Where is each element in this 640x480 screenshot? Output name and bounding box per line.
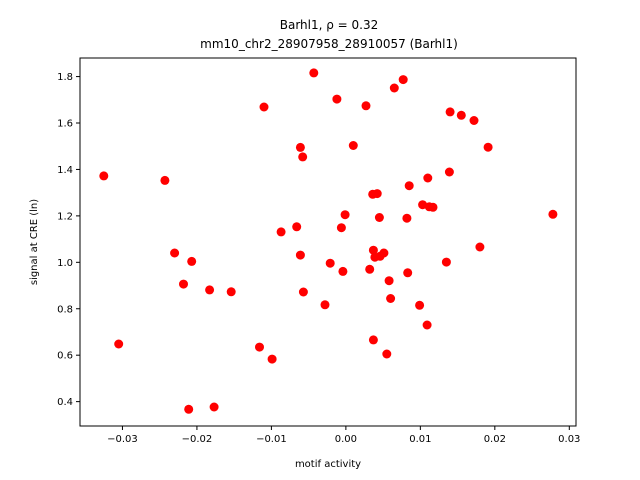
data-point-25 xyxy=(340,210,350,220)
data-point-9 xyxy=(226,287,236,297)
data-point-30 xyxy=(368,245,378,255)
data-point-14 xyxy=(292,222,302,232)
x-tick-label: 0.02 xyxy=(484,434,506,445)
points-layer xyxy=(99,68,558,414)
y-tick-label: 1.6 xyxy=(57,119,73,130)
y-axis-title: signal at CRE (ln) xyxy=(29,199,40,285)
chart-title-line1: Barhl1, ρ = 0.32 xyxy=(280,18,379,32)
data-point-40 xyxy=(389,83,399,93)
data-point-27 xyxy=(361,101,371,111)
data-point-26 xyxy=(348,141,358,150)
data-point-31 xyxy=(368,335,378,345)
data-point-18 xyxy=(298,287,308,297)
data-point-12 xyxy=(267,354,277,364)
y-tick-label: 1.2 xyxy=(57,211,73,222)
x-axis-title: motif activity xyxy=(295,459,361,470)
data-point-20 xyxy=(320,300,330,310)
data-point-48 xyxy=(423,173,433,183)
data-point-1 xyxy=(114,339,124,349)
data-point-24 xyxy=(338,266,348,276)
data-point-44 xyxy=(404,181,414,191)
x-tick-label: −0.01 xyxy=(256,434,287,445)
plot-frame xyxy=(79,57,577,427)
data-point-47 xyxy=(422,320,432,330)
data-point-2 xyxy=(160,175,170,185)
data-point-57 xyxy=(483,142,493,152)
x-tick-label: −0.03 xyxy=(107,434,138,445)
y-tick-label: 0.8 xyxy=(57,304,73,315)
data-point-34 xyxy=(374,213,384,222)
data-point-13 xyxy=(276,227,286,237)
data-point-15 xyxy=(295,142,305,152)
chart-title-line2: mm10_chr2_28907958_28910057 (Barhl1) xyxy=(200,37,458,51)
y-tick-label: 0.4 xyxy=(57,397,73,408)
data-point-50 xyxy=(428,202,438,212)
data-point-3 xyxy=(170,248,180,258)
data-point-17 xyxy=(298,152,308,162)
data-point-36 xyxy=(379,248,389,258)
y-tick-label: 1.4 xyxy=(57,165,73,176)
data-point-39 xyxy=(386,294,396,303)
data-point-55 xyxy=(469,116,479,125)
y-axis-ticks: 0.4 0.6 0.8 1.0 1.2 1.4 1.6 1.8 xyxy=(57,72,80,408)
data-point-5 xyxy=(184,404,194,414)
data-point-21 xyxy=(325,258,335,268)
data-point-10 xyxy=(255,342,264,352)
data-point-22 xyxy=(332,94,342,104)
data-point-41 xyxy=(398,75,408,85)
data-point-6 xyxy=(187,256,197,266)
data-point-33 xyxy=(372,189,382,199)
x-tick-label: 0.00 xyxy=(335,434,357,445)
x-tick-label: −0.02 xyxy=(182,434,213,445)
data-point-38 xyxy=(384,276,394,286)
data-point-52 xyxy=(444,167,454,177)
data-point-42 xyxy=(402,213,412,223)
data-point-58 xyxy=(548,209,558,219)
data-point-45 xyxy=(415,300,425,310)
data-point-54 xyxy=(456,110,466,120)
data-point-11 xyxy=(259,102,269,112)
data-point-23 xyxy=(336,223,346,233)
data-point-51 xyxy=(441,257,451,267)
data-point-53 xyxy=(445,107,455,117)
y-tick-label: 0.6 xyxy=(57,351,73,362)
data-point-28 xyxy=(365,264,375,274)
x-tick-label: 0.01 xyxy=(409,434,431,445)
y-tick-label: 1.8 xyxy=(57,72,73,83)
data-point-8 xyxy=(209,402,219,412)
data-point-4 xyxy=(179,279,188,289)
x-tick-label: 0.03 xyxy=(558,434,580,445)
data-point-19 xyxy=(309,68,319,78)
data-point-0 xyxy=(99,171,109,181)
data-point-43 xyxy=(403,268,413,278)
data-point-7 xyxy=(205,285,215,295)
data-point-56 xyxy=(475,242,485,252)
x-axis-ticks: −0.03 −0.02 −0.01 0.00 0.01 0.02 0.03 xyxy=(107,426,580,445)
y-tick-label: 1.0 xyxy=(57,258,73,269)
data-point-16 xyxy=(295,250,305,260)
data-point-37 xyxy=(382,349,392,359)
